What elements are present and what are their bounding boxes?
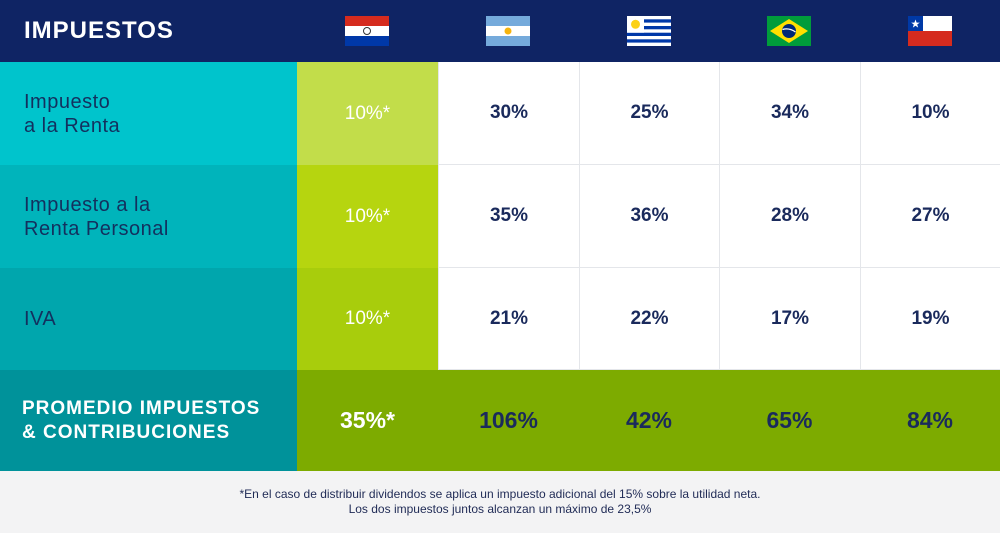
uruguay-value: 22% [579, 268, 719, 370]
argentina-flag-icon [486, 16, 530, 46]
row-label: Impuesto a la Renta Personal [0, 165, 297, 268]
paraguay-value: 10%* [297, 62, 438, 165]
table-row-impuesto-renta: Impuesto a la Renta 10%* 30% 25% 34% 10% [0, 62, 1000, 165]
brazil-value: 34% [719, 62, 860, 165]
table-row-impuesto-renta-personal: Impuesto a la Renta Personal 10%* 35% 36… [0, 165, 1000, 268]
chile-value: 19% [860, 268, 1000, 370]
paraguay-value: 10%* [297, 268, 438, 370]
brazil-value: 17% [719, 268, 860, 370]
total-label-line: & CONTRIBUCIONES [22, 421, 231, 443]
row-label-line: Renta Personal [24, 217, 169, 240]
row-label: Impuesto a la Renta [0, 62, 297, 165]
brazil-total: 65% [719, 370, 860, 471]
paraguay-total: 35%* [297, 370, 438, 471]
chile-value: 27% [860, 165, 1000, 268]
paraguay-flag-icon [345, 16, 389, 46]
paraguay-value: 10%* [297, 165, 438, 268]
table-row-iva: IVA 10%* 21% 22% 17% 19% [0, 268, 1000, 370]
argentina-value: 21% [438, 268, 579, 370]
uruguay-total: 42% [579, 370, 719, 471]
uruguay-value: 25% [579, 62, 719, 165]
footnote-line-2: Los dos impuestos juntos alcanzan un máx… [348, 502, 652, 516]
total-label-line: PROMEDIO IMPUESTOS [22, 397, 261, 419]
row-label-line: a la Renta [24, 114, 121, 137]
chile-flag-icon [908, 16, 952, 46]
uruguay-value: 36% [579, 165, 719, 268]
table-row-total: PROMEDIO IMPUESTOS & CONTRIBUCIONES 35%*… [0, 370, 1000, 471]
argentina-value: 30% [438, 62, 579, 165]
chile-value: 10% [860, 62, 1000, 165]
argentina-total: 106% [438, 370, 579, 471]
uruguay-flag-icon [627, 16, 671, 46]
row-label-line: IVA [24, 308, 57, 330]
brazil-flag-icon [767, 16, 811, 46]
footnote: *En el caso de distribuir dividendos se … [0, 471, 1000, 533]
chile-total: 84% [860, 370, 1000, 471]
row-label: IVA [0, 268, 297, 370]
row-label-line: Impuesto [24, 90, 111, 113]
header-bar: IMPUESTOS [0, 0, 1000, 62]
total-label: PROMEDIO IMPUESTOS & CONTRIBUCIONES [0, 370, 297, 471]
row-label-line: Impuesto a la [24, 193, 151, 216]
brazil-value: 28% [719, 165, 860, 268]
argentina-value: 35% [438, 165, 579, 268]
footnote-line-1: *En el caso de distribuir dividendos se … [239, 487, 761, 501]
table-title: IMPUESTOS [24, 17, 174, 44]
